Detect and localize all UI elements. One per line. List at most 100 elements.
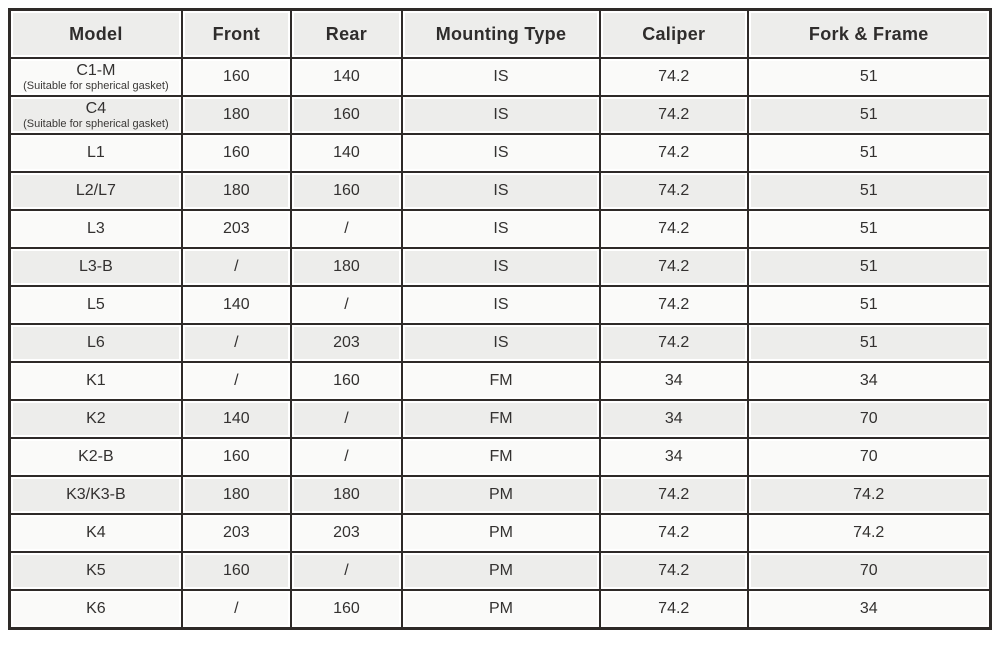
table-row: L3-B / 180 IS 74.2 51 xyxy=(11,249,989,287)
cell-rear: / xyxy=(291,553,403,591)
cell-front: 203 xyxy=(182,515,292,553)
cell-caliper: 74.2 xyxy=(601,135,749,173)
cell-fork-frame: 51 xyxy=(748,173,989,211)
cell-mounting: FM xyxy=(402,363,601,401)
cell-front: 140 xyxy=(182,287,292,325)
cell-rear: / xyxy=(291,439,403,477)
model-note: (Suitable for spherical gasket) xyxy=(23,118,169,131)
model-name: L3 xyxy=(86,219,105,237)
cell-front: 160 xyxy=(182,553,292,591)
cell-mounting: IS xyxy=(402,135,601,173)
table-row: K3/K3-B 180 180 PM 74.2 74.2 xyxy=(11,477,989,515)
model-name: K1 xyxy=(86,371,106,389)
table-row: K5 160 / PM 74.2 70 xyxy=(11,553,989,591)
table-row: L1 160 140 IS 74.2 51 xyxy=(11,135,989,173)
cell-rear: / xyxy=(291,287,403,325)
cell-mounting: IS xyxy=(402,97,601,135)
model-name: C1-M xyxy=(76,61,116,79)
cell-fork-frame: 74.2 xyxy=(748,477,989,515)
table-row: C4 (Suitable for spherical gasket) 180 1… xyxy=(11,97,989,135)
cell-fork-frame: 51 xyxy=(748,287,989,325)
table-row: K2-B 160 / FM 34 70 xyxy=(11,439,989,477)
cell-front: 160 xyxy=(182,135,292,173)
header-cell-front: Front xyxy=(182,11,292,59)
cell-model: K2 xyxy=(11,401,183,439)
model-name: K3/K3-B xyxy=(66,485,126,503)
cell-fork-frame: 74.2 xyxy=(748,515,989,553)
cell-rear: 203 xyxy=(291,515,403,553)
cell-caliper: 74.2 xyxy=(601,477,749,515)
cell-mounting: IS xyxy=(402,249,601,287)
cell-caliper: 74.2 xyxy=(601,211,749,249)
cell-rear: 140 xyxy=(291,59,403,97)
cell-caliper: 74.2 xyxy=(601,325,749,363)
cell-caliper: 34 xyxy=(601,401,749,439)
cell-rear: 180 xyxy=(291,249,403,287)
cell-model: K6 xyxy=(11,591,183,627)
header-cell-model: Model xyxy=(11,11,183,59)
cell-mounting: FM xyxy=(402,401,601,439)
cell-rear: / xyxy=(291,401,403,439)
cell-model: L1 xyxy=(11,135,183,173)
cell-mounting: FM xyxy=(402,439,601,477)
cell-fork-frame: 51 xyxy=(748,59,989,97)
cell-caliper: 74.2 xyxy=(601,553,749,591)
cell-rear: 160 xyxy=(291,173,403,211)
table-row: K1 / 160 FM 34 34 xyxy=(11,363,989,401)
header-row: Model Front Rear Mounting Type Caliper F… xyxy=(11,11,989,59)
cell-front: 180 xyxy=(182,97,292,135)
cell-model: L2/L7 xyxy=(11,173,183,211)
cell-fork-frame: 34 xyxy=(748,363,989,401)
cell-rear: 140 xyxy=(291,135,403,173)
model-name: L2/L7 xyxy=(75,181,116,199)
cell-model: K2-B xyxy=(11,439,183,477)
cell-rear: 160 xyxy=(291,591,403,627)
header-cell-fork-frame: Fork & Frame xyxy=(748,11,989,59)
cell-front: 180 xyxy=(182,477,292,515)
cell-front: / xyxy=(182,363,292,401)
cell-model: K3/K3-B xyxy=(11,477,183,515)
cell-fork-frame: 70 xyxy=(748,401,989,439)
cell-fork-frame: 70 xyxy=(748,553,989,591)
cell-model: K4 xyxy=(11,515,183,553)
cell-fork-frame: 70 xyxy=(748,439,989,477)
model-name: L6 xyxy=(86,333,105,351)
table-row: K2 140 / FM 34 70 xyxy=(11,401,989,439)
cell-front: / xyxy=(182,591,292,627)
cell-caliper: 74.2 xyxy=(601,97,749,135)
table-row: C1-M (Suitable for spherical gasket) 160… xyxy=(11,59,989,97)
header-cell-mounting: Mounting Type xyxy=(402,11,601,59)
model-name: K5 xyxy=(86,561,106,579)
cell-mounting: PM xyxy=(402,591,601,627)
cell-fork-frame: 51 xyxy=(748,135,989,173)
cell-front: 160 xyxy=(182,59,292,97)
cell-rear: / xyxy=(291,211,403,249)
cell-front: 203 xyxy=(182,211,292,249)
table-row: K4 203 203 PM 74.2 74.2 xyxy=(11,515,989,553)
model-name: L1 xyxy=(86,143,105,161)
cell-mounting: PM xyxy=(402,515,601,553)
table-row: L2/L7 180 160 IS 74.2 51 xyxy=(11,173,989,211)
cell-caliper: 74.2 xyxy=(601,173,749,211)
table-row: K6 / 160 PM 74.2 34 xyxy=(11,591,989,627)
model-name: K2-B xyxy=(78,447,114,465)
model-name: C4 xyxy=(85,99,107,117)
cell-fork-frame: 34 xyxy=(748,591,989,627)
cell-mounting: IS xyxy=(402,287,601,325)
cell-mounting: IS xyxy=(402,173,601,211)
cell-caliper: 34 xyxy=(601,439,749,477)
cell-fork-frame: 51 xyxy=(748,97,989,135)
header-cell-caliper: Caliper xyxy=(601,11,749,59)
cell-fork-frame: 51 xyxy=(748,211,989,249)
cell-fork-frame: 51 xyxy=(748,249,989,287)
cell-front: 160 xyxy=(182,439,292,477)
cell-mounting: IS xyxy=(402,59,601,97)
cell-model: L5 xyxy=(11,287,183,325)
brake-spec-table: Model Front Rear Mounting Type Caliper F… xyxy=(8,8,992,630)
cell-caliper: 74.2 xyxy=(601,59,749,97)
table-row: L6 / 203 IS 74.2 51 xyxy=(11,325,989,363)
cell-caliper: 74.2 xyxy=(601,287,749,325)
cell-fork-frame: 51 xyxy=(748,325,989,363)
cell-model: C4 (Suitable for spherical gasket) xyxy=(11,97,183,135)
